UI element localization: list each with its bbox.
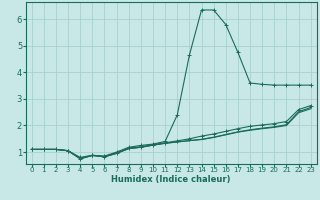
X-axis label: Humidex (Indice chaleur): Humidex (Indice chaleur): [111, 175, 231, 184]
